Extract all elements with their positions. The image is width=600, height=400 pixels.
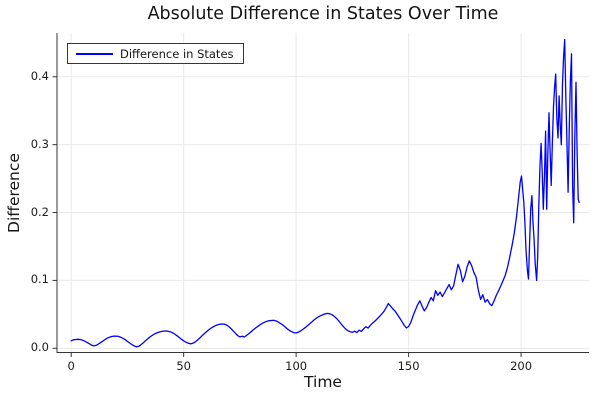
difference-line bbox=[70, 38, 580, 348]
y-tick-label: 0.3 bbox=[30, 136, 49, 151]
x-tick-label: 150 bbox=[397, 359, 420, 373]
legend: Difference in States bbox=[67, 43, 244, 64]
y-tick-label: 0.0 bbox=[30, 340, 49, 355]
legend-line-sample bbox=[76, 52, 113, 55]
y-tick-label: 0.4 bbox=[30, 68, 49, 83]
x-tick-label: 200 bbox=[510, 359, 533, 373]
y-axis-label: Difference bbox=[5, 153, 23, 233]
x-tick-label: 50 bbox=[176, 359, 191, 373]
legend-label: Difference in States bbox=[120, 46, 234, 61]
y-tick-label: 0.1 bbox=[30, 272, 49, 287]
chart-title: Absolute Difference in States Over Time bbox=[147, 4, 499, 24]
y-tick-label: 0.2 bbox=[30, 204, 49, 219]
x-tick-label: 100 bbox=[285, 359, 308, 373]
x-axis-label: Time bbox=[304, 373, 342, 391]
x-tick-label: 0 bbox=[67, 359, 75, 373]
